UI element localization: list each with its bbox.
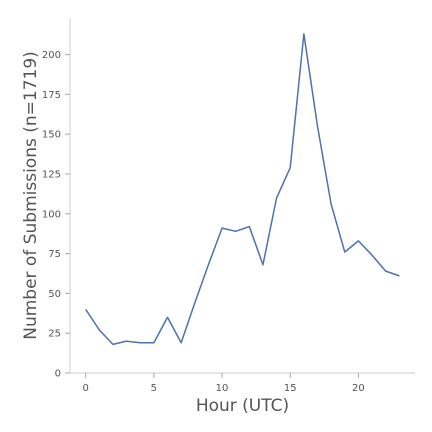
x-tick-label: 5: [151, 383, 157, 394]
y-tick-label: 0: [55, 369, 61, 380]
x-ticks: 0 5 10 15 20: [82, 373, 365, 394]
y-tick-label: 175: [42, 90, 61, 101]
x-tick-label: 10: [216, 383, 229, 394]
y-tick-label: 25: [48, 329, 61, 340]
axes: [69, 18, 415, 374]
x-tick-label: 20: [352, 383, 365, 394]
y-tick-label: 200: [42, 50, 61, 61]
y-tick-label: 150: [42, 130, 61, 141]
x-tick-label: 0: [82, 383, 88, 394]
plot-area: [85, 33, 400, 346]
y-tick-label: 125: [42, 170, 61, 181]
y-axis-label: Number of Submissions (n=1719): [21, 51, 41, 340]
x-axis-label: Hour (UTC): [196, 396, 289, 416]
series-line: [85, 33, 400, 346]
y-ticks: 0 25 50 75 100 125 150 175 200: [42, 50, 70, 380]
y-tick-label: 50: [48, 289, 61, 300]
y-tick-label: 75: [48, 249, 61, 260]
x-tick-label: 15: [284, 383, 297, 394]
y-tick-label: 100: [42, 209, 61, 220]
